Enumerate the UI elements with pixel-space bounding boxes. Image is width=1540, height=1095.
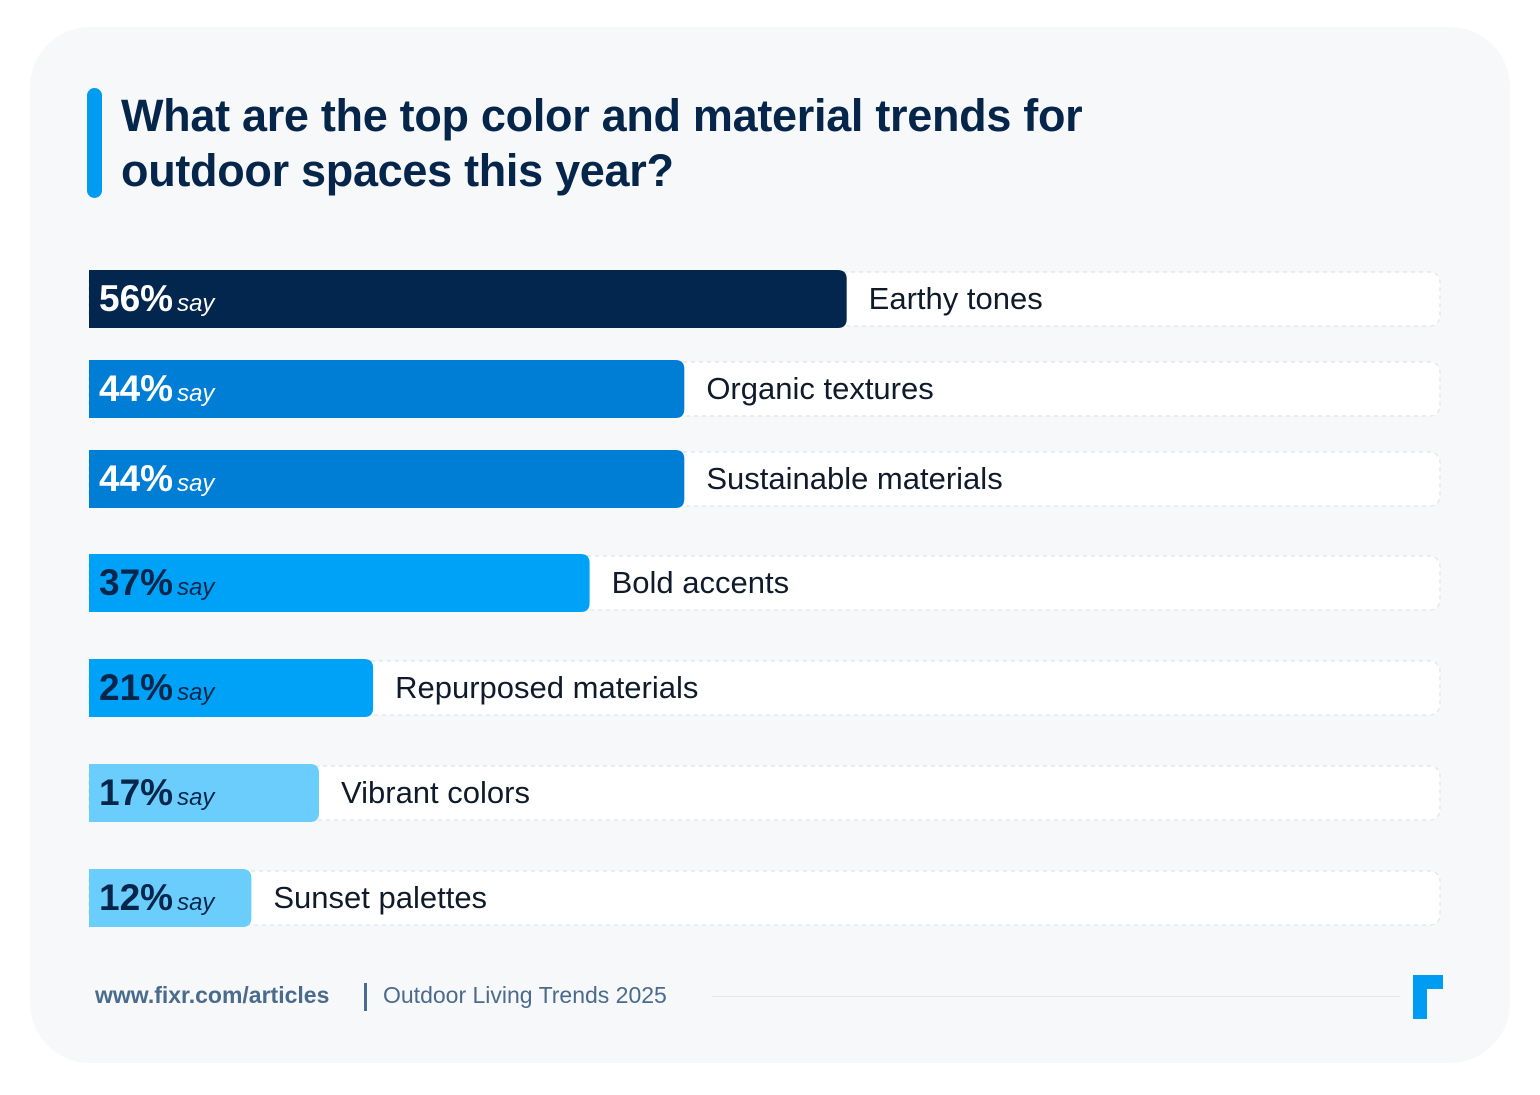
chart-title-line-1: What are the top color and material tren…	[121, 90, 1083, 141]
footer-url: www.fixr.com/articles	[95, 982, 330, 1008]
bar-track	[88, 660, 1441, 716]
bar	[89, 764, 320, 822]
category-label: Sustainable materials	[706, 461, 1002, 496]
bar	[89, 554, 590, 612]
bar	[89, 450, 685, 508]
chart-title: What are the top color and material tren…	[121, 88, 1321, 198]
bar-value-label: 37% say	[99, 562, 216, 603]
bar	[89, 869, 252, 927]
footer-separator	[364, 983, 367, 1011]
bar-value-label: 12% say	[99, 877, 216, 918]
bar-track	[88, 870, 1441, 926]
fixr-logo-icon	[1413, 975, 1443, 1019]
category-label: Vibrant colors	[341, 775, 530, 810]
bar-value-label: 56% say	[99, 278, 216, 319]
footer-source-label: Outdoor Living Trends 2025	[383, 982, 667, 1008]
bar	[89, 270, 847, 328]
footer-divider	[712, 996, 1400, 997]
bar-value-label: 44% say	[99, 368, 216, 409]
category-label: Organic textures	[706, 371, 933, 406]
bar	[89, 659, 374, 717]
bar-value-label: 44% say	[99, 458, 216, 499]
bar-value-label: 21% say	[99, 667, 216, 708]
bar-track	[88, 765, 1441, 821]
category-label: Earthy tones	[869, 281, 1043, 316]
bar	[89, 360, 685, 418]
chart-title-line-2: outdoor spaces this year?	[121, 145, 674, 196]
category-label: Bold accents	[612, 565, 790, 600]
title-accent-bar	[87, 88, 102, 198]
category-label: Repurposed materials	[395, 670, 698, 705]
category-label: Sunset palettes	[273, 880, 487, 915]
bar-value-label: 17% say	[99, 772, 216, 813]
